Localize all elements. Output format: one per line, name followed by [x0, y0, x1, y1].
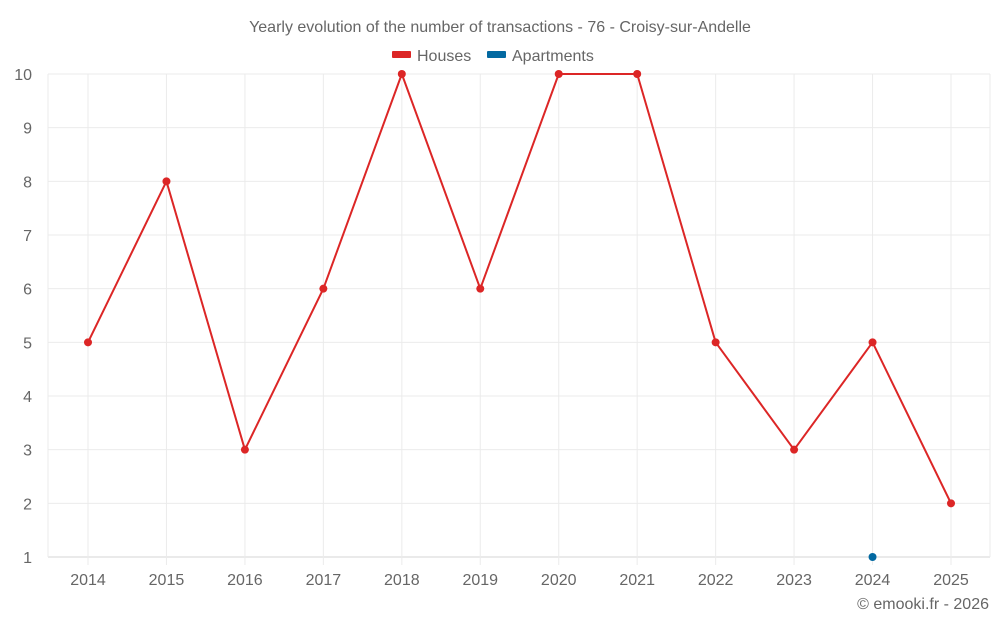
series-layer — [84, 70, 955, 561]
data-point[interactable] — [476, 284, 485, 293]
y-tick-label: 10 — [14, 67, 32, 84]
y-tick-label: 2 — [23, 496, 32, 513]
y-tick-label: 9 — [23, 121, 32, 138]
grid-lines — [47, 73, 991, 565]
data-point[interactable] — [711, 338, 720, 347]
y-tick-label: 3 — [23, 443, 32, 460]
data-point[interactable] — [397, 70, 406, 78]
x-tick-label: 2017 — [306, 572, 342, 589]
x-tick-label: 2018 — [384, 572, 420, 589]
y-tick-label: 6 — [23, 282, 32, 299]
x-tick-label: 2022 — [698, 572, 734, 589]
legend: Houses Apartments — [392, 48, 594, 65]
legend-swatch-icon — [392, 51, 411, 58]
legend-label: Apartments — [512, 48, 594, 65]
x-tick-label: 2021 — [619, 572, 655, 589]
legend-item-apartments[interactable]: Apartments — [487, 48, 594, 65]
x-tick-label: 2019 — [462, 572, 498, 589]
y-tick-label: 7 — [23, 228, 32, 245]
y-tick-label: 5 — [23, 335, 32, 352]
x-tick-label: 2020 — [541, 572, 577, 589]
x-tick-label: 2016 — [227, 572, 263, 589]
data-point[interactable] — [790, 445, 799, 454]
x-tick-label: 2014 — [70, 572, 106, 589]
x-tick-label: 2015 — [149, 572, 185, 589]
x-axis: 2014 2015 2016 2017 2018 2019 2020 2021 2022 2023… — [70, 572, 969, 589]
y-tick-label: 8 — [23, 174, 32, 191]
data-point[interactable] — [868, 338, 877, 347]
data-point[interactable] — [947, 499, 955, 508]
data-point[interactable] — [554, 70, 563, 78]
y-tick-label: 4 — [23, 389, 32, 406]
legend-swatch-icon — [487, 51, 506, 58]
data-point[interactable] — [84, 338, 92, 347]
x-tick-label: 2023 — [776, 572, 812, 589]
series-line — [87, 73, 952, 504]
data-point[interactable] — [319, 284, 328, 293]
y-axis: 1 2 3 4 5 6 7 8 9 10 — [14, 67, 32, 567]
y-tick-label: 1 — [23, 550, 32, 567]
series-apartments — [868, 553, 877, 561]
data-point[interactable] — [868, 553, 877, 561]
data-point[interactable] — [240, 445, 249, 454]
x-tick-label: 2024 — [855, 572, 891, 589]
legend-item-houses[interactable]: Houses — [392, 48, 471, 65]
data-point[interactable] — [633, 70, 642, 78]
data-point[interactable] — [162, 177, 171, 186]
legend-label: Houses — [417, 48, 471, 65]
credit-text: © emooki.fr - 2026 — [857, 596, 989, 613]
x-tick-label: 2025 — [933, 572, 969, 589]
series-houses — [84, 70, 955, 508]
chart-title: Yearly evolution of the number of transa… — [249, 19, 751, 36]
